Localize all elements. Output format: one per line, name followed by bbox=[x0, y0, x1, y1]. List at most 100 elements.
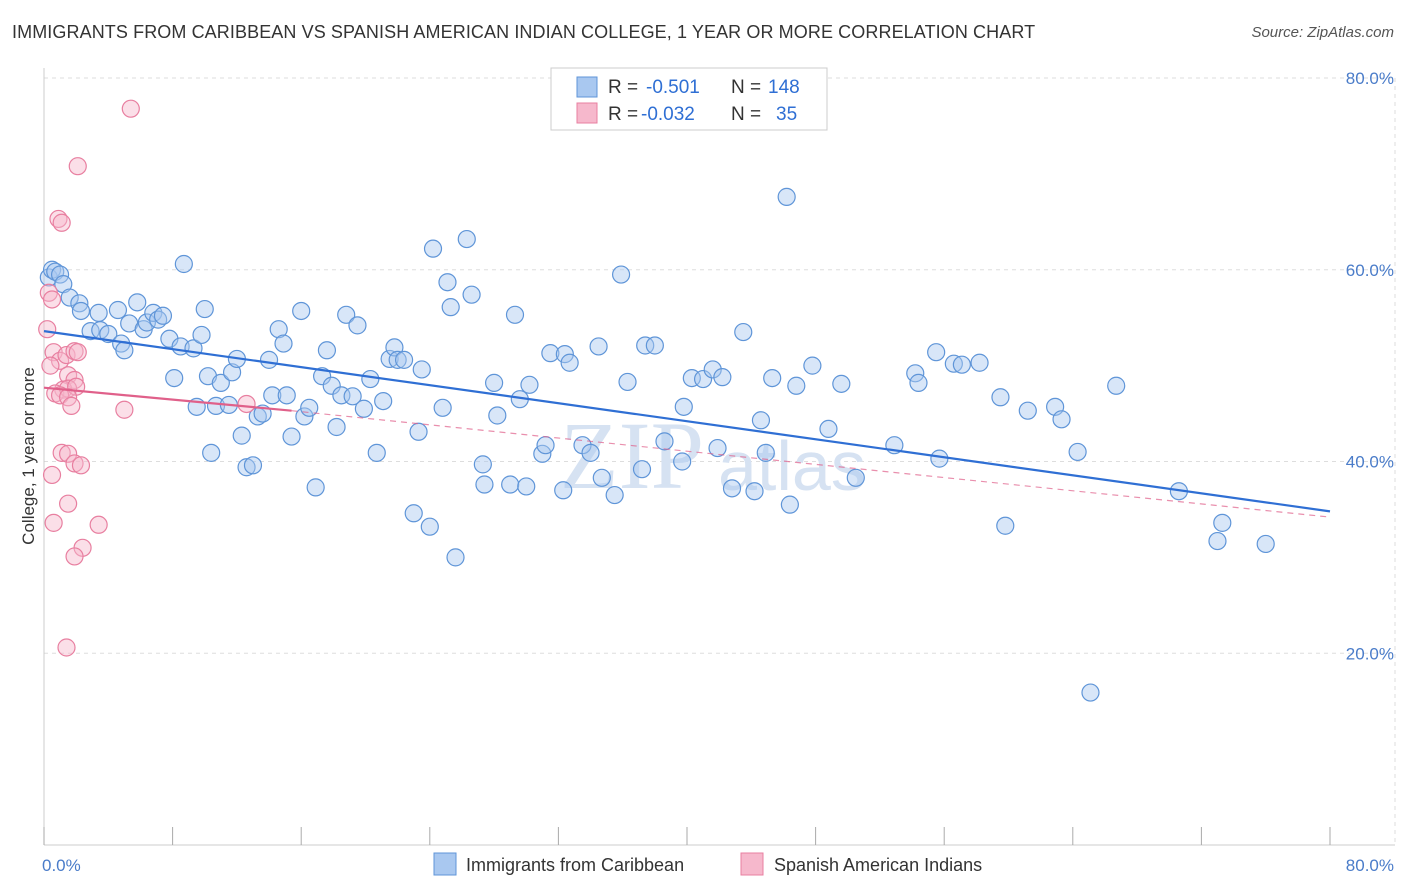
legend-r-value-1: -0.501 bbox=[646, 77, 700, 98]
caribbean-point-77 bbox=[457, 229, 476, 249]
spanish-american-indian-point-30 bbox=[89, 515, 108, 534]
caribbean-point-3 bbox=[50, 265, 70, 284]
caribbean-point-59 bbox=[348, 316, 367, 335]
caribbean-point-121 bbox=[803, 356, 822, 375]
spanish-american-indian-point-24 bbox=[52, 443, 71, 462]
caribbean-point-16 bbox=[128, 293, 147, 312]
caribbean-point-54 bbox=[322, 376, 341, 395]
spanish-american-indian-point-3 bbox=[52, 213, 71, 232]
spanish-american-indian-point-27 bbox=[71, 456, 91, 475]
caribbean-point-95 bbox=[581, 443, 600, 462]
caribbean-point-138 bbox=[1068, 442, 1087, 462]
caribbean-point-96 bbox=[589, 337, 608, 356]
caribbean-point-144 bbox=[1256, 534, 1275, 554]
caribbean-point-126 bbox=[906, 364, 925, 383]
caribbean-point-18 bbox=[137, 313, 156, 332]
caribbean-point-33 bbox=[211, 373, 230, 392]
legend-swatch-blue bbox=[576, 76, 598, 98]
caribbean-point-67 bbox=[394, 350, 414, 369]
bottom-legend: Immigrants from Caribbean Spanish Americ… bbox=[433, 852, 982, 876]
caribbean-point-134 bbox=[996, 516, 1015, 535]
spanish-american-indian-point-34 bbox=[57, 638, 76, 657]
caribbean-point-48 bbox=[292, 301, 311, 321]
caribbean-point-82 bbox=[488, 406, 507, 425]
caribbean-point-49 bbox=[295, 407, 314, 426]
caribbean-point-31 bbox=[202, 443, 221, 462]
caribbean-point-135 bbox=[1018, 401, 1037, 420]
caribbean-point-91 bbox=[554, 481, 573, 500]
caribbean-point-116 bbox=[756, 443, 775, 462]
caribbean-point-63 bbox=[374, 391, 393, 411]
spanish-american-indian-point-29 bbox=[59, 494, 78, 513]
spanish-american-indian-point-5 bbox=[42, 290, 62, 309]
caribbean-point-114 bbox=[745, 482, 764, 501]
legend-r-label-1: R = bbox=[608, 77, 638, 98]
caribbean-point-113 bbox=[734, 322, 753, 342]
caribbean-point-47 bbox=[282, 427, 301, 446]
caribbean-point-21 bbox=[153, 306, 173, 325]
caribbean-point-37 bbox=[232, 426, 251, 445]
caribbean-point-110 bbox=[708, 438, 727, 458]
caribbean-point-127 bbox=[909, 373, 928, 392]
caribbean-point-25 bbox=[174, 254, 193, 274]
caribbean-point-23 bbox=[165, 368, 184, 388]
caribbean-point-66 bbox=[388, 350, 407, 369]
caribbean-point-72 bbox=[423, 239, 443, 258]
caribbean-point-139 bbox=[1081, 683, 1100, 702]
source-credit: Source: ZipAtlas.com bbox=[1251, 24, 1394, 41]
x-tick-labels: 0.0% 80.0% bbox=[42, 856, 1394, 875]
watermark-atlas: atlas bbox=[718, 427, 866, 505]
caribbean-point-115 bbox=[751, 411, 771, 430]
caribbean-point-29 bbox=[195, 299, 214, 319]
legend-swatch-pink bbox=[576, 102, 598, 124]
legend-r-value-2: -0.032 bbox=[641, 104, 695, 125]
caribbean-point-35 bbox=[222, 363, 242, 382]
caribbean-point-60 bbox=[354, 399, 373, 418]
caribbean-point-38 bbox=[237, 458, 256, 477]
caribbean-point-42 bbox=[259, 350, 279, 369]
caribbean-point-128 bbox=[927, 343, 946, 362]
caribbean-point-7 bbox=[71, 301, 91, 321]
caribbean-point-117 bbox=[763, 368, 782, 388]
caribbean-point-6 bbox=[70, 294, 89, 313]
caribbean-point-69 bbox=[409, 422, 428, 441]
series-caribbean-points bbox=[39, 187, 1275, 702]
y-tick-labels: 20.0% 40.0% 60.0% 80.0% bbox=[1346, 69, 1394, 663]
caribbean-point-70 bbox=[412, 360, 431, 379]
trend-lines bbox=[43, 330, 1331, 518]
caribbean-point-14 bbox=[115, 341, 134, 360]
caribbean-point-74 bbox=[438, 273, 457, 292]
spanish-american-indian-trend-line bbox=[43, 386, 292, 412]
spanish-american-indian-point-23 bbox=[237, 394, 256, 414]
caribbean-point-131 bbox=[952, 355, 971, 374]
caribbean-point-140 bbox=[1107, 376, 1126, 395]
caribbean-trend-line bbox=[43, 330, 1331, 513]
caribbean-point-90 bbox=[541, 344, 560, 363]
caribbean-point-5 bbox=[60, 288, 79, 307]
spanish-american-indian-point-6 bbox=[38, 320, 57, 339]
spanish-american-indian-point-31 bbox=[44, 513, 63, 532]
axes bbox=[43, 68, 1395, 846]
caribbean-point-104 bbox=[655, 432, 674, 451]
caribbean-point-61 bbox=[361, 369, 380, 389]
caribbean-point-51 bbox=[306, 478, 325, 497]
caribbean-point-122 bbox=[819, 419, 838, 439]
legend-r-label-2: R = bbox=[608, 104, 638, 125]
caribbean-point-137 bbox=[1052, 410, 1071, 429]
spanish-american-indian-point-0 bbox=[121, 99, 140, 118]
x-tick-label-0: 0.0% bbox=[42, 856, 81, 875]
caribbean-point-101 bbox=[632, 460, 652, 479]
chart-title: IMMIGRANTS FROM CARIBBEAN VS SPANISH AME… bbox=[12, 22, 1036, 42]
spanish-american-indian-point-28 bbox=[42, 465, 62, 485]
caribbean-point-103 bbox=[645, 336, 664, 355]
caribbean-point-9 bbox=[89, 303, 108, 322]
caribbean-point-32 bbox=[206, 396, 226, 415]
legend-n-label-2: N = bbox=[731, 104, 761, 125]
caribbean-point-75 bbox=[441, 298, 460, 317]
caribbean-point-62 bbox=[367, 443, 386, 462]
x-tick-label-1: 80.0% bbox=[1346, 856, 1394, 875]
bottom-legend-swatch-blue bbox=[433, 852, 457, 876]
caribbean-point-118 bbox=[777, 187, 796, 206]
caribbean-point-108 bbox=[693, 369, 713, 389]
caribbean-point-44 bbox=[269, 320, 288, 339]
